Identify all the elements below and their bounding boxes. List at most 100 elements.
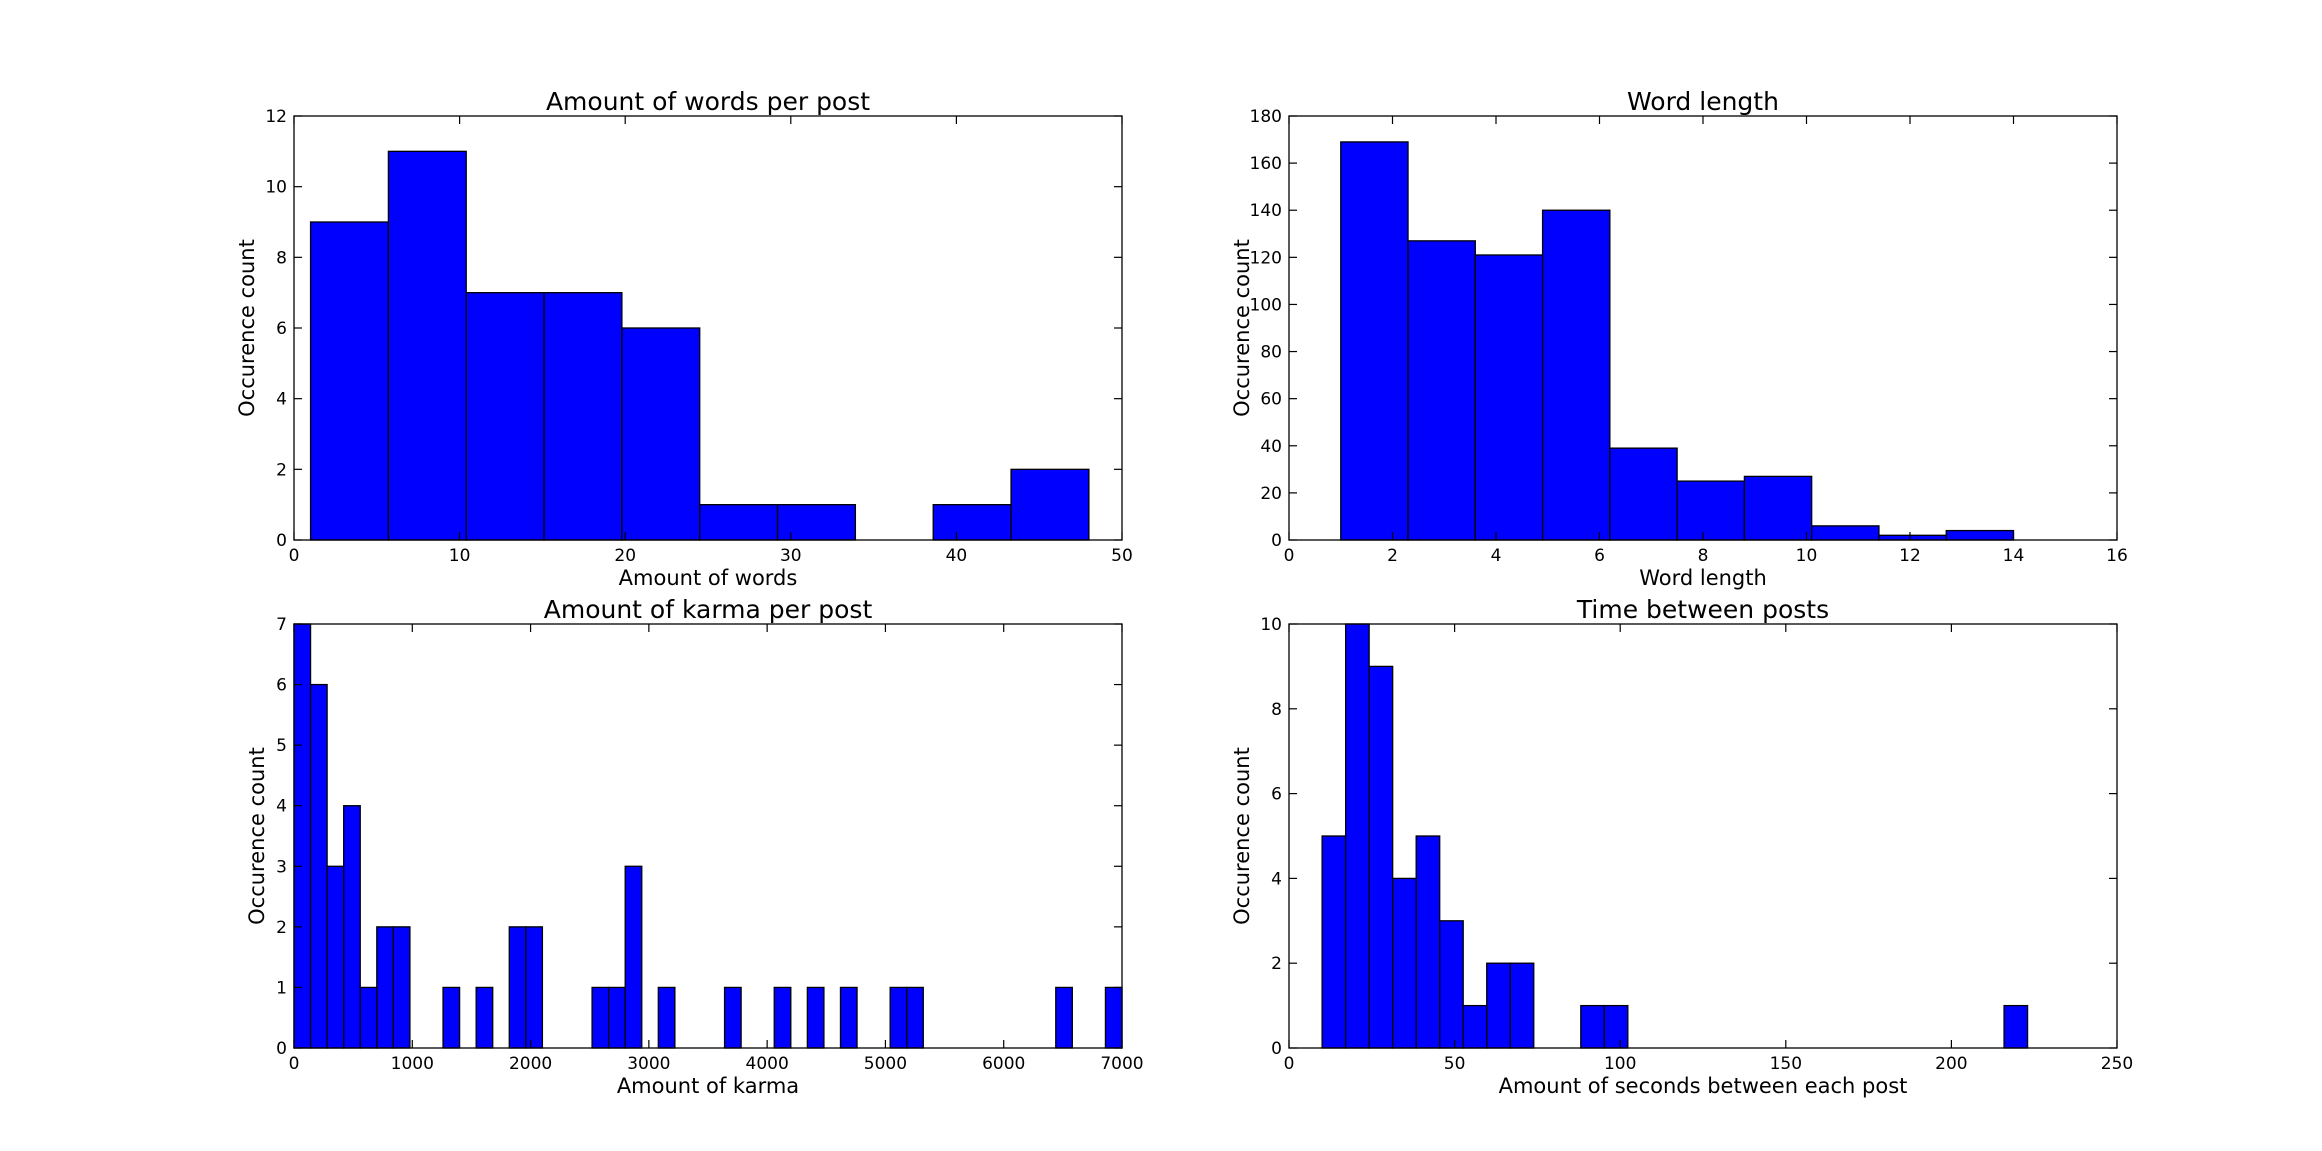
histogram-bar [889,986,908,1049]
histogram-bar [543,292,623,541]
histogram-bar [359,986,378,1049]
x-axis-label: Amount of karma [617,1074,799,1098]
histogram-bar [1439,920,1464,1049]
histogram-bar [621,327,701,541]
histogram-bar [387,150,467,541]
histogram-bar [932,504,1012,541]
x-tick-label: 50 [1444,1054,1466,1074]
y-tick-label: 7 [276,615,287,635]
y-tick-label: 8 [1271,700,1282,720]
y-tick-label: 0 [276,531,287,551]
histogram-bar [1945,529,2015,541]
histogram-bar [1541,209,1611,541]
y-tick-label: 0 [276,1039,287,1059]
y-tick-label: 6 [276,319,287,339]
y-tick-label: 40 [1260,437,1282,457]
histogram-bar [1340,141,1409,541]
y-axis-label: Occurence count [235,239,259,417]
histogram-bar [839,986,858,1049]
x-tick-label: 7000 [1100,1054,1143,1074]
y-tick-label: 180 [1250,107,1282,127]
chart-title: Word length [1627,87,1779,116]
chart-title: Amount of karma per post [544,595,873,624]
x-tick-label: 2000 [509,1054,552,1074]
x-axis-label: Amount of seconds between each post [1499,1074,1908,1098]
x-tick-label: 250 [2101,1054,2133,1074]
histogram-bar [1392,877,1417,1049]
histogram-bar [1509,962,1535,1049]
x-tick-label: 0 [289,546,300,566]
x-tick-label: 8 [1698,546,1709,566]
histogram-bar [773,986,792,1049]
y-tick-label: 3 [276,857,287,877]
y-tick-label: 2 [276,918,287,938]
histogram-bar [699,504,779,541]
chart-title: Time between posts [1576,595,1829,624]
subplot-1: 0 10 20 30 40 50 0 2 4 6 8 10 12 Amount of words per … [235,87,1133,590]
y-axis-label: Occurence count [1230,747,1254,925]
y-tick-label: 2 [1271,954,1282,974]
y-tick-label: 2 [276,460,287,480]
histogram-bar [1609,447,1678,541]
y-tick-label: 4 [276,797,287,817]
histogram-bar [343,805,361,1049]
x-axis-label: Word length [1639,566,1767,590]
histogram-bar [1368,665,1394,1049]
x-tick-label: 0 [289,1054,300,1074]
y-tick-label: 120 [1250,248,1282,268]
x-tick-label: 0 [1284,546,1295,566]
histogram-bar [1321,835,1347,1049]
x-tick-label: 4000 [746,1054,789,1074]
histogram-bar [309,683,328,1049]
histogram-bar [776,504,857,541]
y-tick-label: 0 [1271,1039,1282,1059]
y-tick-label: 1 [276,978,287,998]
x-tick-label: 10 [1796,546,1818,566]
histogram-bar [1743,475,1813,541]
y-tick-label: 20 [1260,484,1282,504]
x-tick-label: 16 [2106,546,2128,566]
y-tick-label: 80 [1260,343,1282,363]
y-tick-label: 6 [276,676,287,696]
axes-frame [1288,623,2118,1049]
x-tick-label: 10 [449,546,471,566]
histogram-bar [1603,1004,1629,1049]
histogram-bar [806,986,825,1049]
chart-title: Amount of words per post [546,87,870,116]
histogram-bar [1415,835,1441,1049]
y-tick-label: 6 [1271,785,1282,805]
histogram-bar [1580,1004,1605,1049]
x-tick-label: 14 [2003,546,2025,566]
histogram-bar [1344,623,1370,1049]
x-axis-label: Amount of words [619,566,798,590]
x-tick-label: 5000 [864,1054,907,1074]
histogram-bar [392,926,411,1049]
subplot-4: 0 50 100 150 200 250 0 2 4 6 8 10 Time between posts… [1230,595,2133,1098]
x-tick-label: 2 [1387,546,1398,566]
y-axis-label: Occurence count [1230,239,1254,417]
y-tick-label: 5 [276,736,287,756]
histogram-bar [1407,240,1476,541]
histogram-bar [1486,962,1511,1049]
x-tick-label: 200 [1935,1054,1967,1074]
y-tick-label: 4 [276,390,287,410]
x-tick-label: 30 [780,546,802,566]
x-tick-label: 12 [1899,546,1921,566]
y-tick-label: 60 [1260,390,1282,410]
x-tick-label: 150 [1770,1054,1802,1074]
histogram-bar [906,986,924,1049]
x-tick-label: 4 [1491,546,1502,566]
histogram-bar [1055,986,1073,1049]
x-tick-label: 1000 [391,1054,434,1074]
x-tick-label: 0 [1284,1054,1295,1074]
y-tick-label: 10 [265,178,287,198]
y-tick-label: 140 [1250,201,1282,221]
y-tick-label: 10 [1260,615,1282,635]
histogram-bar [657,986,676,1049]
histogram-bar [1010,468,1090,541]
histogram-bar [465,292,545,541]
histogram-bar [723,986,742,1049]
x-tick-label: 50 [1111,546,1133,566]
histogram-bar [326,865,345,1049]
histogram-bar [525,926,544,1049]
